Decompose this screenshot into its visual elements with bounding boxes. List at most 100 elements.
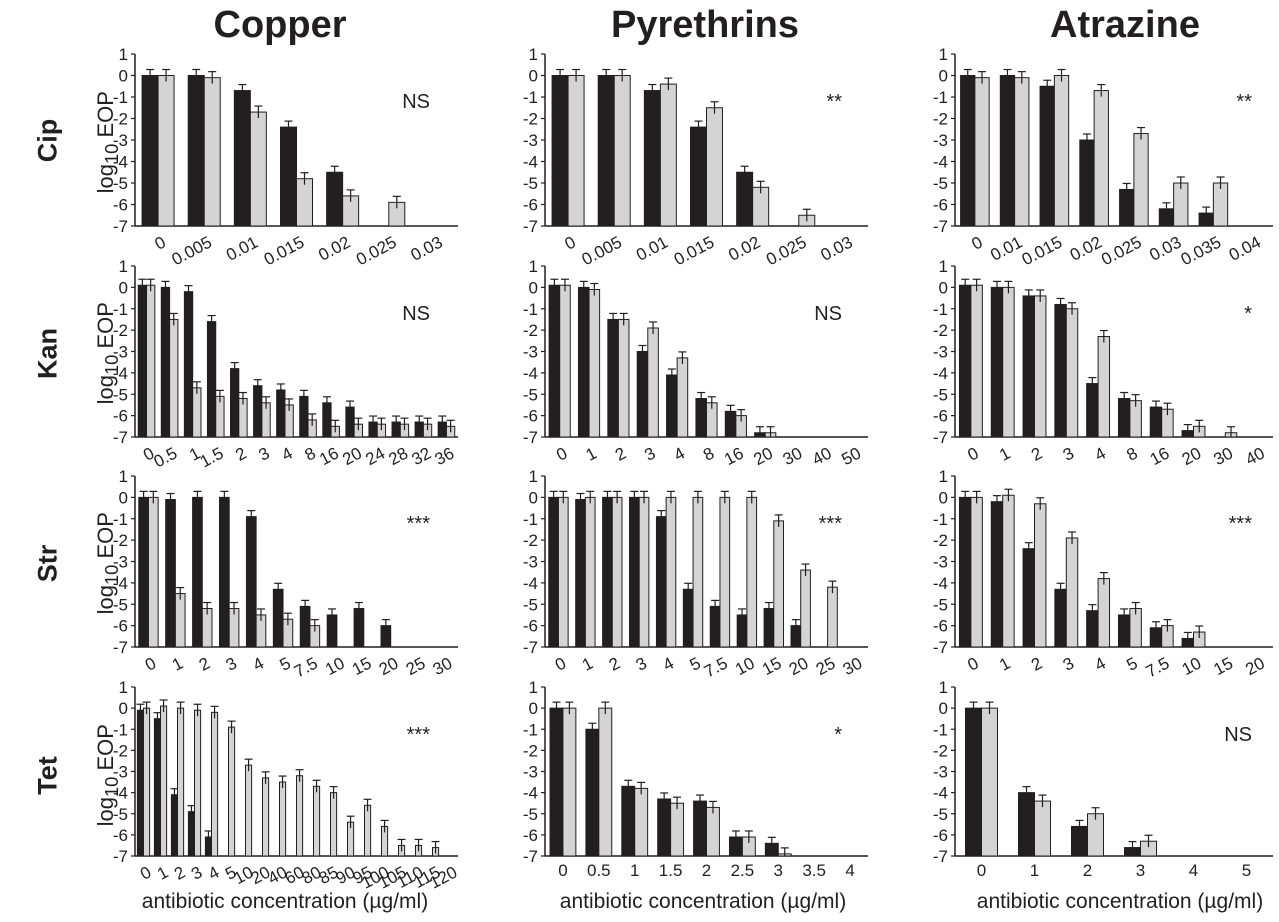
- bar-dark-kan-pyrethrins: [548, 284, 561, 438]
- bar-dark-cip-pyrethrins: [690, 126, 707, 227]
- bar-light-tet-copper: [262, 777, 270, 857]
- x-tick-label-kan-copper: 24: [362, 444, 388, 470]
- bar-dark-kan-copper: [137, 284, 148, 438]
- y-tick-label-kan-pyrethrins: 1: [529, 257, 538, 276]
- bar-dark-tet-copper: [170, 794, 179, 857]
- bar-light-tet-copper: [160, 705, 168, 857]
- bar-light-tet-copper: [313, 785, 321, 857]
- y-tick-label-tet-copper: -2: [113, 741, 128, 760]
- bar-light-cip-copper: [203, 77, 221, 227]
- y-tick-label-kan-atrazine: -7: [933, 428, 948, 447]
- bar-light-tet-copper: [228, 726, 236, 857]
- y-tick-label-str-copper: 0: [119, 488, 128, 507]
- y-tick-label-str-copper: -7: [113, 638, 128, 657]
- y-tick-label-str-pyrethrins: -3: [523, 553, 538, 572]
- bar-light-cip-atrazine: [1093, 90, 1109, 227]
- bar-dark-cip-atrazine: [999, 75, 1016, 227]
- y-tick-label-str-copper: 1: [119, 467, 128, 486]
- y-tick-label-str-pyrethrins: -1: [523, 510, 538, 529]
- bar-dark-cip-pyrethrins: [597, 75, 615, 227]
- y-tick-label-kan-pyrethrins: -4: [523, 364, 538, 383]
- x-tick-label-tet-pyrethrins: 3.5: [802, 861, 826, 880]
- y-tick-label-kan-copper: -4: [113, 364, 128, 383]
- x-tick-label-kan-copper: 0.5: [151, 444, 181, 472]
- x-tick-label-tet-copper: 0: [137, 863, 154, 884]
- bar-dark-tet-atrazine: [1018, 792, 1035, 857]
- y-tick-label-kan-copper: 1: [119, 257, 128, 276]
- x-tick-label-tet-atrazine: 4: [1189, 861, 1198, 880]
- bar-light-kan-copper: [192, 387, 202, 438]
- y-tick-label-kan-pyrethrins: 0: [529, 278, 538, 297]
- x-tick-label-tet-atrazine: 0: [977, 861, 986, 880]
- y-tick-label-kan-atrazine: -4: [933, 364, 948, 383]
- bar-light-tet-pyrethrins: [598, 707, 613, 857]
- y-tick-label-str-atrazine: -4: [933, 574, 948, 593]
- x-tick-label-kan-copper: 16: [316, 444, 342, 470]
- x-tick-label-kan-pyrethrins: 3: [641, 444, 658, 465]
- x-tick-label-str-copper: 1: [169, 654, 186, 675]
- bar-light-kan-pyrethrins: [676, 357, 689, 438]
- x-tick-label-tet-pyrethrins: 0.5: [587, 861, 611, 880]
- x-tick-label-kan-atrazine: 4: [1092, 444, 1109, 465]
- y-tick-label-tet-copper: -6: [113, 826, 128, 845]
- y-tick-label-cip-pyrethrins: -6: [523, 196, 538, 215]
- x-tick-label-cip-copper: 0.03: [408, 233, 446, 265]
- x-tick-label-kan-copper: 32: [409, 444, 435, 470]
- bar-dark-tet-atrazine: [965, 707, 982, 857]
- y-tick-label-kan-copper: 0: [119, 278, 128, 297]
- x-tick-label-cip-atrazine: 0.01: [987, 233, 1025, 265]
- y-tick-label-cip-copper: -7: [113, 217, 128, 236]
- y-tick-label-kan-pyrethrins: -5: [523, 385, 538, 404]
- y-tick-label-tet-atrazine: -2: [933, 741, 948, 760]
- x-tick-label-str-copper: 15: [349, 654, 375, 680]
- x-axis-label-copper: antibiotic concentration (µg/ml): [141, 890, 429, 913]
- x-tick-label-tet-copper: 3: [188, 863, 205, 884]
- x-tick-label-cip-copper: 0.01: [223, 233, 261, 265]
- y-tick-label-tet-pyrethrins: 0: [529, 699, 538, 718]
- y-tick-label-cip-copper: 1: [119, 45, 128, 64]
- bar-light-cip-atrazine: [1133, 133, 1149, 227]
- y-tick-label-str-copper: -5: [113, 595, 128, 614]
- x-tick-label-str-pyrethrins: 1: [579, 654, 596, 675]
- x-tick-label-cip-pyrethrins: 0.005: [579, 233, 625, 270]
- bar-dark-cip-pyrethrins: [736, 171, 754, 227]
- x-tick-label-kan-pyrethrins: 2: [612, 444, 629, 465]
- bar-dark-kan-atrazine: [1022, 295, 1036, 438]
- x-tick-label-cip-pyrethrins: 0.02: [725, 233, 763, 265]
- y-tick-label-str-copper: -2: [113, 531, 128, 550]
- x-tick-label-kan-atrazine: 0: [964, 444, 981, 465]
- x-tick-label-str-pyrethrins: 15: [759, 654, 785, 680]
- x-tick-label-str-copper: 30: [430, 654, 456, 680]
- x-tick-label-cip-pyrethrins: 0: [562, 233, 579, 254]
- y-tick-label-cip-atrazine: -1: [933, 88, 948, 107]
- x-tick-label-cip-atrazine: 0.035: [1178, 233, 1224, 270]
- bar-light-kan-copper: [146, 284, 156, 438]
- x-tick-label-cip-atrazine: 0.02: [1067, 233, 1105, 265]
- x-tick-label-cip-copper: 0.015: [261, 233, 307, 270]
- x-tick-label-kan-atrazine: 3: [1060, 444, 1077, 465]
- bar-light-cip-atrazine: [1014, 77, 1030, 227]
- y-tick-label-kan-copper: -1: [113, 300, 128, 319]
- bar-dark-cip-atrazine: [1039, 85, 1055, 227]
- y-tick-label-kan-copper: -7: [113, 428, 128, 447]
- x-tick-label-str-pyrethrins: 20: [786, 654, 812, 680]
- bar-light-cip-atrazine: [1212, 182, 1229, 227]
- x-tick-label-str-atrazine: 15: [1210, 654, 1236, 680]
- y-tick-label-tet-atrazine: 1: [939, 678, 948, 697]
- x-tick-label-cip-pyrethrins: 0.025: [763, 233, 809, 270]
- y-tick-label-tet-pyrethrins: -2: [523, 741, 538, 760]
- y-tick-label-kan-atrazine: -3: [933, 343, 948, 362]
- y-tick-label-tet-pyrethrins: 1: [529, 678, 538, 697]
- y-tick-label-kan-atrazine: 1: [939, 257, 948, 276]
- y-tick-label-tet-pyrethrins: -5: [523, 805, 538, 824]
- bar-light-str-pyrethrins: [611, 496, 623, 648]
- bar-light-tet-copper: [211, 711, 219, 857]
- x-tick-label-kan-pyrethrins: 20: [750, 444, 776, 470]
- bar-light-tet-copper: [330, 792, 338, 857]
- y-tick-label-kan-pyrethrins: -7: [523, 428, 538, 447]
- x-tick-label-str-atrazine: 2: [1028, 654, 1045, 675]
- significance-str-atrazine: ***: [1229, 513, 1253, 535]
- x-tick-label-cip-copper: 0.025: [353, 233, 399, 270]
